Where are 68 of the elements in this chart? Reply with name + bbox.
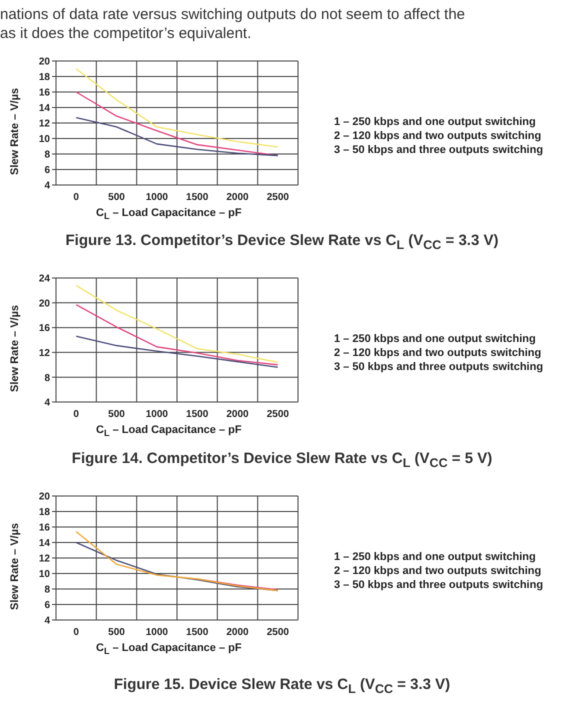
y-axis-title: Slew Rate – V/µs <box>8 88 21 175</box>
line-series <box>76 531 278 592</box>
text: 1 – 250 kbps and one output switching <box>334 550 537 564</box>
x-tick-label: 0 <box>73 192 80 204</box>
x-tick-label: 1500 <box>186 192 209 204</box>
x-tick-label: 500 <box>108 627 126 638</box>
x-tick-label: 2500 <box>266 192 290 204</box>
x-tick-label: 0 <box>73 409 80 420</box>
x-tick-label: 1000 <box>146 192 168 204</box>
y-tick-label: 14 <box>38 103 50 114</box>
line-series <box>76 68 278 148</box>
x-axis-title: C$_{L}$ – Load Capacitance – pF <box>96 642 242 656</box>
line-series <box>76 91 278 156</box>
y-tick-label: 6 <box>44 600 50 612</box>
y-tick-label: 6 <box>44 165 50 176</box>
y-tick-label: 16 <box>38 88 50 99</box>
x-tick-label: 1000 <box>146 627 168 638</box>
y-tick-label: 20 <box>38 298 50 310</box>
y-tick-label: 8 <box>44 584 50 596</box>
chart-subtitle: nations of data rate versus switching outputs do not seem to affect the as it does the competitor’s equivalent. <box>0 5 465 43</box>
y-tick-label: 8 <box>44 150 50 161</box>
x-tick-label: 0 <box>73 627 80 638</box>
x-tick-label: 500 <box>108 192 126 204</box>
text: Figure 14. Competitor’s Device Slew Rate vs C$_{L}$ (V$_{CC}$ = 5 V) <box>70 450 494 470</box>
y-axis-title: Slew Rate – V/µs <box>8 304 21 392</box>
x-axis-title: C$_{L}$ – Load Capacitance – pF <box>96 207 242 222</box>
y-tick-label: 20 <box>38 492 50 503</box>
text: 3 – 50 kbps and three outputs switching <box>334 143 544 157</box>
y-tick-label: 12 <box>38 118 50 130</box>
text: Figure 13. Competitor’s Device Slew Rate vs C$_{L}$ (V$_{CC}$ = 3.3 V) <box>64 232 500 252</box>
y-tick-label: 18 <box>38 507 50 518</box>
y-tick-label: 12 <box>38 348 50 359</box>
x-axis-title: C$_{L}$ – Load Capacitance – pF <box>96 424 242 438</box>
y-tick-label: 12 <box>38 554 50 565</box>
y-tick-label: 14 <box>38 538 50 550</box>
text: 2 – 120 kbps and two outputs switching <box>334 346 542 360</box>
x-tick-label: 2500 <box>266 627 290 638</box>
x-tick-label: 2000 <box>226 409 250 420</box>
line-series <box>76 336 278 368</box>
x-tick-label: 1000 <box>146 409 168 420</box>
text: 2 – 120 kbps and two outputs switching <box>334 129 542 143</box>
y-tick-label: 24 <box>38 274 50 285</box>
text: Figure 15. Device Slew Rate vs C$_{L}$ (V$_{CC}$ = 3.3 V) <box>112 676 452 696</box>
x-tick-label: 2000 <box>226 192 250 204</box>
line-series <box>76 304 278 366</box>
y-axis-title: Slew Rate – V/µs <box>8 522 21 610</box>
text: 3 – 50 kbps and three outputs switching <box>334 360 544 374</box>
y-tick-label: 16 <box>38 323 50 334</box>
x-tick-label: 1500 <box>186 409 209 420</box>
x-tick-label: 1500 <box>186 627 209 638</box>
text: 1 – 250 kbps and one output switching <box>334 332 537 346</box>
line-series <box>76 116 278 156</box>
y-tick-label: 18 <box>38 72 50 84</box>
text: 1 – 250 kbps and one output switching <box>334 115 537 129</box>
y-tick-label: 4 <box>44 616 50 627</box>
text: 2 – 120 kbps and two outputs switching <box>334 564 542 578</box>
y-tick-label: 4 <box>44 180 50 192</box>
text: 3 – 50 kbps and three outputs switching <box>334 578 544 592</box>
y-tick-label: 16 <box>38 522 50 534</box>
x-tick-label: 2500 <box>266 409 290 420</box>
y-tick-label: 10 <box>38 569 50 580</box>
y-tick-label: 8 <box>44 372 50 384</box>
y-tick-label: 20 <box>38 56 50 68</box>
x-tick-label: 500 <box>108 409 126 420</box>
x-tick-label: 2000 <box>226 627 250 638</box>
y-tick-label: 10 <box>38 134 50 146</box>
y-tick-label: 4 <box>44 398 50 409</box>
line-series <box>76 284 278 363</box>
